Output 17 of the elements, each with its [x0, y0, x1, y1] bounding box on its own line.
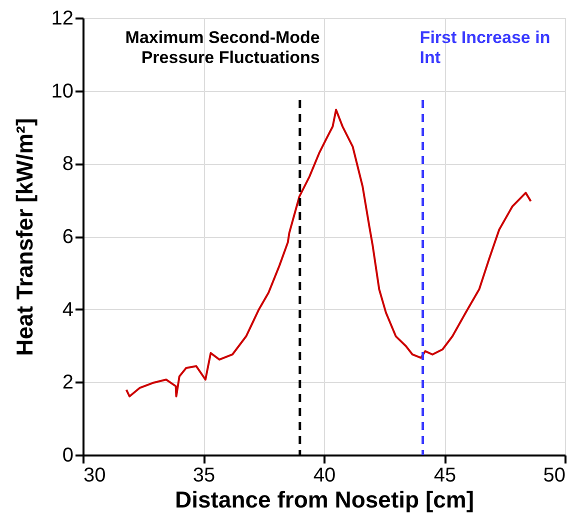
x-tick-label: 45: [434, 464, 456, 486]
y-tick-label: 2: [62, 372, 74, 394]
y-tick-label: 4: [62, 298, 74, 321]
x-tick-label: 40: [313, 464, 336, 486]
x-tick-label: 50: [543, 464, 566, 486]
x-axis-title: Distance from Nosetip [cm]: [174, 486, 474, 512]
ref-line-label: First Increase in Int: [420, 28, 550, 67]
y-tick-label: 6: [62, 226, 74, 248]
x-tick-label: 30: [84, 464, 106, 486]
y-axis-title: Heat Transfer [kW/m²]: [11, 118, 38, 356]
line-series: [125, 108, 532, 398]
y-tick-label: 12: [51, 8, 74, 30]
ref-line-label: Maximum Second-Mode Pressure Fluctuations: [125, 28, 320, 67]
x-tick-label: 35: [192, 464, 216, 486]
y-tick-label: 0: [62, 444, 74, 466]
y-tick-label: 8: [62, 153, 74, 176]
y-tick-label: 10: [51, 80, 74, 102]
